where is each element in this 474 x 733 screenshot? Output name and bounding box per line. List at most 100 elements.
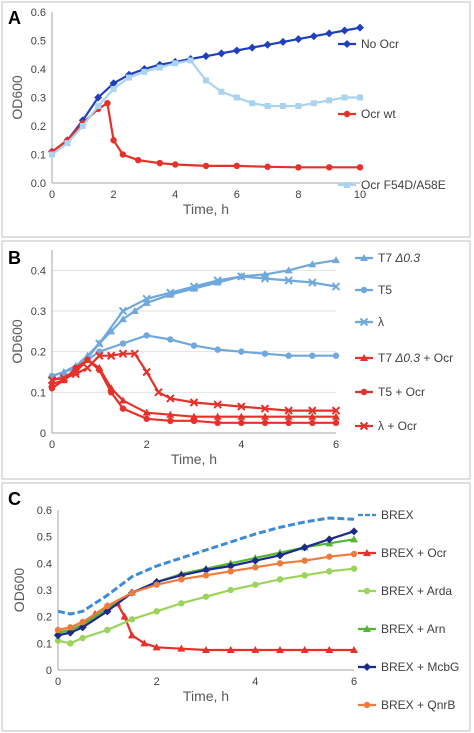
data-point xyxy=(156,64,163,71)
data-point xyxy=(363,701,371,709)
data-point xyxy=(110,137,117,144)
data-point xyxy=(190,412,198,420)
data-point xyxy=(331,406,341,415)
data-point xyxy=(332,256,340,264)
data-point xyxy=(79,634,86,642)
data-point xyxy=(167,336,174,343)
panel-frame xyxy=(1,1,471,238)
y-axis-title: OD600 xyxy=(9,319,25,364)
legend-label: BREX + QnrB xyxy=(381,698,455,712)
x-axis-title: Time, h xyxy=(183,688,229,704)
data-point xyxy=(326,164,333,171)
data-point xyxy=(284,406,293,415)
panel-frame xyxy=(1,482,471,732)
data-point xyxy=(106,351,116,360)
data-point xyxy=(252,581,259,588)
data-point xyxy=(214,346,221,353)
y-tick-label: 0.4 xyxy=(37,558,52,570)
data-point xyxy=(360,388,368,396)
x-tick-label: 6 xyxy=(351,676,357,688)
legend-label: Ocr F54D/A58E xyxy=(361,178,446,192)
panel-B: B 0 0.1 0.2 0.3 0.4 0 2 4 6 Time, h OD600 T7 Δ0.3 T5 λ… xyxy=(1,240,471,480)
data-point xyxy=(107,389,115,396)
data-point xyxy=(301,572,308,579)
series-line xyxy=(57,516,355,616)
data-point xyxy=(128,589,136,596)
data-point xyxy=(202,52,210,61)
data-point xyxy=(54,637,62,644)
data-point xyxy=(308,278,317,287)
data-point xyxy=(104,602,111,610)
x-tick-label: 0 xyxy=(49,439,55,451)
data-point xyxy=(251,556,260,565)
panel-letter: C xyxy=(8,489,21,509)
legend-item: BREX xyxy=(358,508,414,522)
data-point xyxy=(172,60,179,67)
data-point xyxy=(218,88,225,95)
legend-item: Ocr wt xyxy=(338,107,396,121)
data-point xyxy=(143,332,150,339)
data-point xyxy=(96,366,103,374)
data-point xyxy=(118,349,128,358)
x-tick-label: 4 xyxy=(238,439,244,451)
data-point xyxy=(356,23,364,32)
y-tick-label: 0.3 xyxy=(31,93,46,105)
x-axis-title: Time, h xyxy=(171,451,217,467)
data-point xyxy=(284,266,293,274)
x-tick-label: 2 xyxy=(144,439,150,451)
data-point xyxy=(332,419,340,427)
data-point xyxy=(263,40,272,49)
data-point xyxy=(356,164,364,171)
data-point xyxy=(360,354,368,361)
x-tick-label: 4 xyxy=(252,676,258,688)
data-point xyxy=(252,564,259,571)
data-point xyxy=(227,586,234,594)
data-point xyxy=(363,663,371,671)
x-tick-label: 6 xyxy=(333,439,339,451)
data-point xyxy=(142,367,151,377)
data-point xyxy=(104,100,111,107)
data-point xyxy=(128,616,136,623)
data-point xyxy=(340,26,349,35)
data-point xyxy=(284,276,293,285)
data-point xyxy=(360,254,368,261)
series-2 xyxy=(49,57,363,158)
series-2 xyxy=(54,565,358,647)
data-point xyxy=(341,94,348,101)
data-point xyxy=(130,307,139,314)
data-point xyxy=(227,568,234,575)
data-point xyxy=(202,566,210,574)
series-line xyxy=(57,530,355,637)
y-tick-label: 0.0 xyxy=(31,178,46,190)
data-point xyxy=(249,100,256,107)
data-point xyxy=(226,562,235,570)
data-point xyxy=(95,351,104,360)
data-point xyxy=(202,593,210,600)
data-point xyxy=(110,85,117,92)
data-point xyxy=(48,380,56,388)
data-point xyxy=(310,100,317,107)
data-point xyxy=(71,369,80,379)
data-point xyxy=(152,643,161,651)
data-point xyxy=(260,404,270,413)
data-point xyxy=(142,298,151,306)
y-tick-label: 0.4 xyxy=(31,64,46,76)
data-point xyxy=(64,140,71,147)
data-point xyxy=(350,527,358,536)
data-point xyxy=(67,640,74,647)
data-point xyxy=(308,406,317,415)
data-point xyxy=(94,93,103,102)
y-tick-label: 0.5 xyxy=(37,532,52,544)
data-point xyxy=(284,412,293,420)
data-point xyxy=(295,164,302,171)
data-point xyxy=(232,46,241,55)
data-point xyxy=(309,32,318,41)
legend-item: BREX + QnrB xyxy=(358,698,455,712)
data-point xyxy=(187,57,194,64)
panel-letter: B xyxy=(8,248,21,268)
series-line xyxy=(51,358,336,418)
data-point xyxy=(261,419,269,427)
legend-label: T7 Δ0.3 xyxy=(378,251,420,265)
y-tick-label: 0.1 xyxy=(31,150,46,162)
data-point xyxy=(350,646,358,653)
